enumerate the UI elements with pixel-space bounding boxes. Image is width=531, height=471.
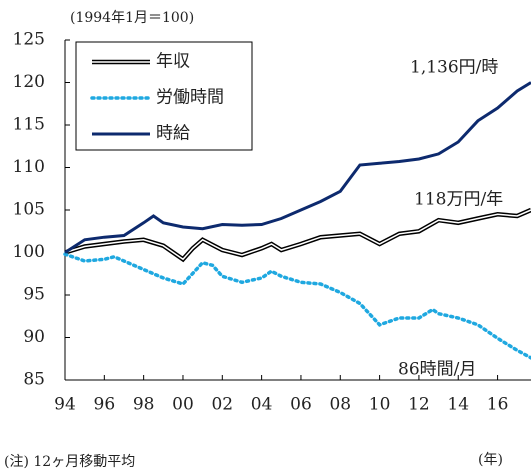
y-tick-label: 105 <box>13 200 45 220</box>
y-tick-label: 110 <box>13 157 45 177</box>
legend-label: 時給 <box>156 124 190 144</box>
y-tick-label: 115 <box>13 115 45 135</box>
y-tick-label: 120 <box>13 72 45 92</box>
x-tick-label: 96 <box>94 395 116 415</box>
annotation: 1,136円/時 <box>410 58 498 78</box>
y-tick-label: 125 <box>13 30 45 50</box>
x-tick-label: 12 <box>408 395 430 415</box>
x-tick-label: 98 <box>133 395 155 415</box>
y-tick-label: 85 <box>23 370 45 390</box>
x-tick-label: 00 <box>172 395 194 415</box>
x-tick-label: 06 <box>290 395 312 415</box>
series-line-inner <box>64 209 531 261</box>
annotation: 86時間/月 <box>398 360 476 380</box>
series-line <box>63 252 531 360</box>
annotation: 118万円/年 <box>414 190 503 210</box>
x-unit: (年) <box>478 452 503 468</box>
x-tick-label: 02 <box>211 395 233 415</box>
x-tick-label: 94 <box>54 395 76 415</box>
x-tick-label: 16 <box>487 395 509 415</box>
series-line <box>64 81 531 254</box>
series-line <box>64 207 531 263</box>
y-tick-label: 90 <box>23 327 45 347</box>
note: (注) 12ヶ月移動平均 <box>4 454 135 470</box>
legend-label: 年収 <box>156 52 190 72</box>
x-tick-label: 10 <box>369 395 391 415</box>
legend-label: 労働時間 <box>156 88 224 108</box>
x-tick-label: 14 <box>447 395 469 415</box>
subtitle: (1994年1月＝100) <box>70 10 194 26</box>
x-tick-label: 04 <box>251 395 273 415</box>
y-tick-label: 95 <box>23 285 45 305</box>
x-tick-label: 08 <box>329 395 351 415</box>
y-tick-label: 100 <box>13 242 45 262</box>
